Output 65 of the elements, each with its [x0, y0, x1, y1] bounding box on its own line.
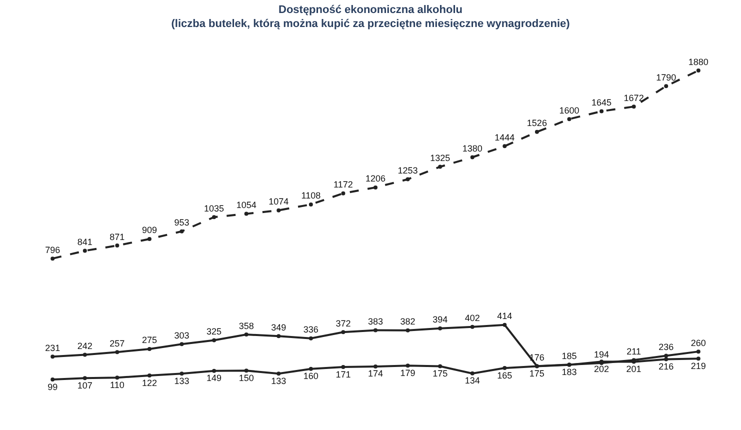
- data-label: 171: [336, 369, 351, 380]
- data-label: 841: [77, 237, 92, 248]
- data-label: 1880: [688, 56, 708, 67]
- data-label: 107: [77, 380, 92, 390]
- data-label: 257: [110, 338, 125, 348]
- data-label: 909: [142, 225, 157, 236]
- data-label: 349: [271, 322, 286, 332]
- data-label: 1380: [462, 144, 482, 154]
- chart-subtitle: (liczba butelek, którą można kupić za przeciętne miesięczne wynagrodzenie): [171, 18, 570, 30]
- data-label: 216: [658, 361, 674, 372]
- data-label: 796: [45, 244, 60, 255]
- data-label: 176: [529, 352, 544, 362]
- data-label: 183: [562, 367, 577, 378]
- data-label: 194: [594, 349, 610, 360]
- data-label: 402: [464, 313, 480, 324]
- data-label: 1600: [559, 105, 580, 116]
- data-label: 1325: [430, 153, 450, 164]
- data-label: 1790: [656, 72, 676, 82]
- data-label: 414: [497, 311, 512, 322]
- data-label: 394: [432, 314, 448, 325]
- data-label: 1645: [592, 98, 612, 108]
- data-label: 383: [368, 316, 384, 326]
- data-label: 160: [303, 371, 318, 382]
- data-label: 1035: [204, 203, 224, 214]
- chart-title: Dostępność ekonomiczna alkoholu: [278, 4, 462, 16]
- data-label: 382: [400, 316, 416, 327]
- data-label: 275: [142, 335, 157, 346]
- data-label: 185: [562, 350, 577, 361]
- data-label: 236: [658, 342, 674, 352]
- data-label: 1206: [365, 174, 386, 184]
- data-label: 1444: [494, 132, 515, 142]
- data-label: 134: [464, 376, 480, 386]
- data-label: 1526: [526, 118, 547, 128]
- data-label: 1108: [301, 190, 321, 201]
- data-label: 260: [690, 338, 706, 348]
- data-label: 1672: [624, 92, 644, 103]
- data-label: 122: [142, 378, 157, 388]
- data-label: 175: [432, 368, 448, 379]
- data-label: 179: [400, 368, 416, 378]
- data-label: 303: [174, 330, 190, 340]
- data-label: 1253: [398, 166, 418, 176]
- data-label: 165: [497, 370, 512, 380]
- data-label: 211: [626, 346, 641, 356]
- data-label: 175: [529, 368, 544, 379]
- data-label: 231: [45, 342, 60, 353]
- data-label: 150: [238, 372, 254, 383]
- data-label: 372: [336, 318, 351, 328]
- data-label: 953: [174, 218, 190, 228]
- data-label: 99: [48, 382, 58, 392]
- data-label: 201: [626, 364, 642, 374]
- data-label: 1074: [268, 196, 289, 207]
- data-label: 242: [77, 340, 92, 351]
- data-label: 1054: [236, 200, 256, 210]
- data-label: 149: [206, 373, 222, 384]
- data-label: 336: [303, 324, 318, 335]
- data-label: 871: [110, 232, 125, 242]
- data-label: 174: [368, 368, 384, 379]
- data-label: 325: [206, 326, 222, 337]
- data-label: 133: [174, 376, 190, 386]
- data-label: 110: [110, 380, 124, 390]
- data-label: 219: [690, 360, 706, 371]
- data-label: 202: [594, 364, 610, 374]
- data-label: 358: [238, 320, 254, 331]
- data-label: 133: [271, 376, 286, 386]
- data-label: 1172: [334, 180, 353, 190]
